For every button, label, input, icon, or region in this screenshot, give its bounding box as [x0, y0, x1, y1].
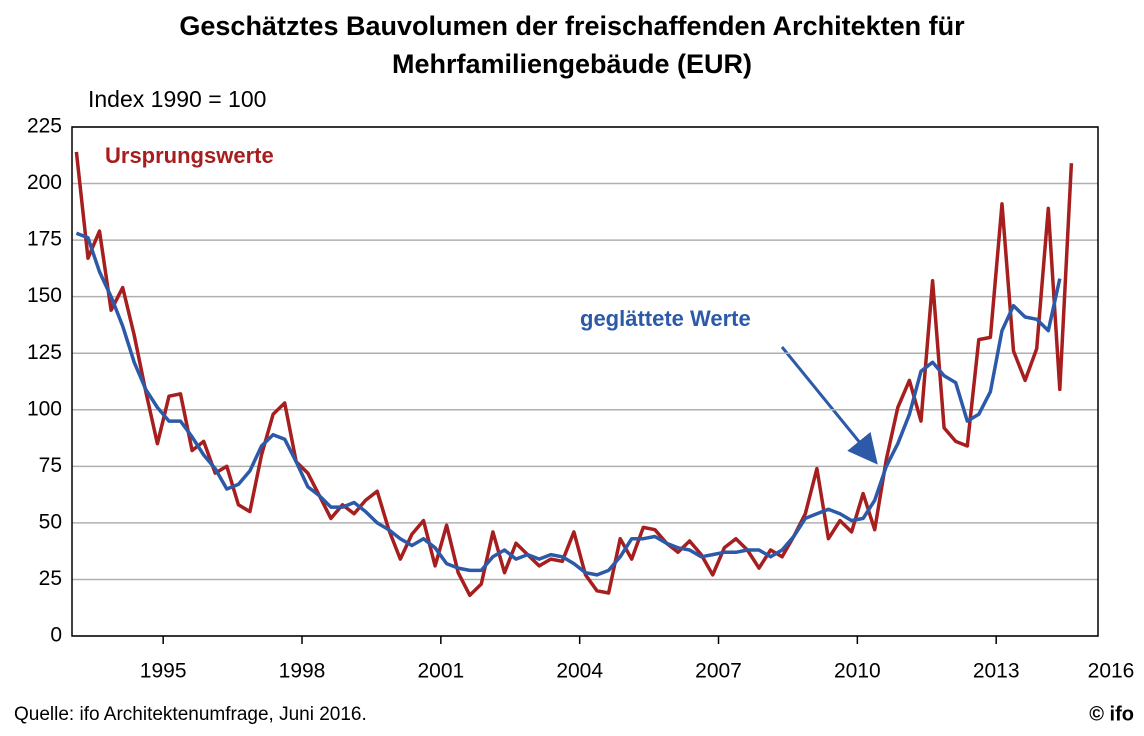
x-tick-label: 2010 [834, 660, 881, 683]
y-tick-label: 50 [39, 510, 62, 533]
source-note: Quelle: ifo Architektenumfrage, Juni 201… [14, 704, 367, 725]
line-series [74, 151, 1074, 598]
x-tick-label: 2004 [556, 660, 603, 683]
y-tick-label: 75 [39, 454, 62, 477]
y-tick-label: 150 [27, 284, 62, 307]
y-tick-label: 100 [27, 397, 62, 420]
y-tick-label: 25 [39, 567, 62, 590]
y-tick-label: 0 [50, 624, 62, 647]
chart-subtitle: Mehrfamiliengebäude (EUR) [392, 49, 752, 79]
x-tick-label: 1995 [140, 660, 187, 683]
y-tick-label: 125 [27, 341, 62, 364]
logo: © ifo [1089, 703, 1134, 725]
line-series [75, 231, 1062, 577]
y-axis-label: Index 1990 = 100 [88, 86, 266, 112]
annotation: geglättete Werte [580, 306, 751, 331]
y-tick-label: 200 [27, 171, 62, 194]
x-tick-label: 2016 [1088, 660, 1135, 683]
x-tick-label: 1998 [279, 660, 326, 683]
annotation-arrow [780, 346, 878, 465]
x-tick-label: 2013 [973, 660, 1020, 683]
x-tick-label: 2007 [695, 660, 742, 683]
x-tick-label: 2001 [417, 660, 464, 683]
y-tick-label: 225 [27, 115, 62, 138]
annotation: Ursprungswerte [105, 143, 274, 168]
chart-title: Geschätztes Bauvolumen der freischaffend… [179, 11, 965, 41]
plot-frame [71, 126, 1099, 637]
y-tick-label: 175 [27, 228, 62, 251]
